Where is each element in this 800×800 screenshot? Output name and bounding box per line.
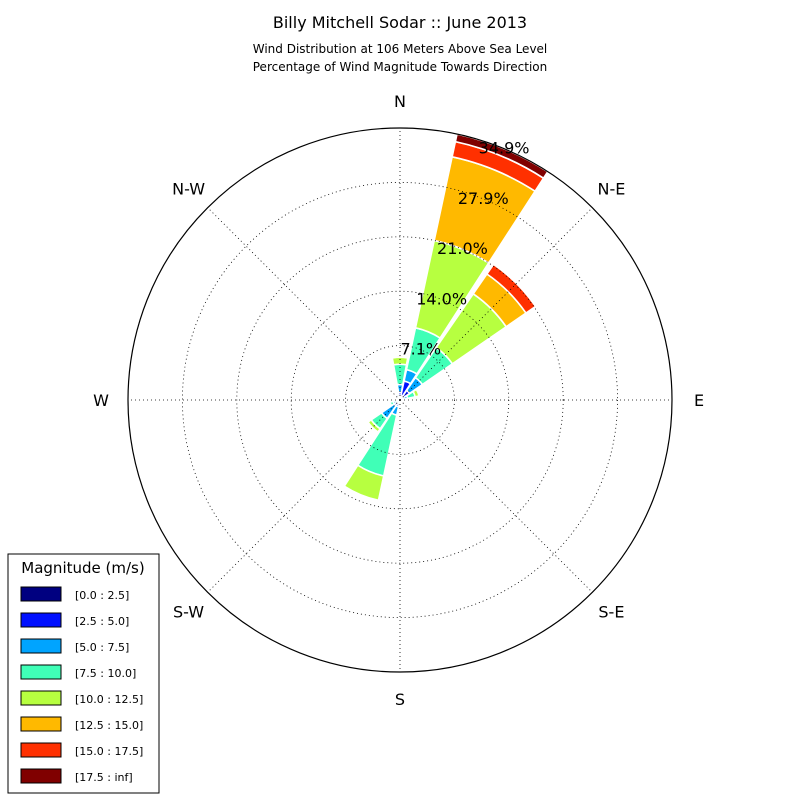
- radial-tick-label: 21.0%: [437, 239, 488, 258]
- direction-labels: N N-E E S-E S S-W W N-W: [93, 92, 704, 709]
- legend-label: [7.5 : 10.0]: [75, 667, 136, 680]
- bar-segment: [411, 388, 420, 398]
- legend-label: [12.5 : 15.0]: [75, 719, 143, 732]
- legend-swatch: [20, 664, 62, 680]
- radial-tick-label: 27.9%: [458, 189, 509, 208]
- grid-spoke: [399, 399, 593, 593]
- legend-label: [10.0 : 12.5]: [75, 693, 143, 706]
- grid-spoke: [207, 207, 401, 401]
- grid-ring: [181, 181, 619, 619]
- bar-segment: [389, 400, 396, 407]
- bar-segment: [401, 398, 404, 402]
- legend-label: [5.0 : 7.5]: [75, 641, 129, 654]
- sector-bars: [343, 133, 549, 502]
- bar-segment: [485, 263, 537, 315]
- radial-tick-labels: 7.1% 14.0% 21.0% 27.9% 34.9%: [400, 139, 529, 359]
- legend-swatch: [20, 586, 62, 602]
- direction-label: S-E: [598, 602, 624, 621]
- radial-tick-label: 14.0%: [416, 289, 467, 308]
- chart-subtitle-line-1: Wind Distribution at 106 Meters Above Se…: [253, 42, 548, 56]
- legend-label: [17.5 : inf]: [75, 771, 133, 784]
- direction-label: E: [694, 391, 704, 410]
- legend-title: Magnitude (m/s): [21, 559, 144, 577]
- radial-tick-label: 7.1%: [400, 340, 441, 359]
- legend-swatch: [20, 638, 62, 654]
- direction-label: N-E: [597, 180, 625, 199]
- grid-ring: [236, 236, 564, 564]
- grid-spoke: [207, 399, 401, 593]
- sector-9: [343, 399, 401, 502]
- radial-tick-label: 34.9%: [479, 139, 530, 158]
- polar-grid: [127, 127, 673, 673]
- direction-label: S-W: [173, 602, 204, 621]
- direction-label: W: [93, 391, 109, 410]
- direction-label: N-W: [172, 180, 205, 199]
- legend-label: [0.0 : 2.5]: [75, 589, 129, 602]
- legend-label: [2.5 : 5.0]: [75, 615, 129, 628]
- grid-spoke: [399, 207, 593, 401]
- legend-swatch: [20, 742, 62, 758]
- outer-circle: [127, 127, 673, 673]
- legend-label: [15.0 : 17.5]: [75, 745, 143, 758]
- legend: Magnitude (m/s) [0.0 : 2.5] [2.5 : 5.0] [5…: [7, 553, 160, 794]
- chart-subtitle-line-2: Percentage of Wind Magnitude Towards Dir…: [253, 60, 547, 74]
- legend-swatch: [20, 768, 62, 784]
- sector-1: [399, 133, 549, 401]
- direction-label: N: [394, 92, 406, 111]
- sector-10: [366, 399, 401, 434]
- chart-title: Billy Mitchell Sodar :: June 2013: [273, 13, 527, 32]
- bar-segment: [392, 386, 399, 392]
- legend-items: [0.0 : 2.5] [2.5 : 5.0] [5.0 : 7.5] [7.5 : …: [20, 586, 143, 784]
- bar-segment: [391, 354, 409, 359]
- legend-swatch: [20, 612, 62, 628]
- legend-swatch: [20, 690, 62, 706]
- direction-label: S: [395, 690, 405, 709]
- legend-swatch: [20, 716, 62, 732]
- grid-ring: [345, 345, 455, 455]
- bar-segment: [343, 464, 385, 502]
